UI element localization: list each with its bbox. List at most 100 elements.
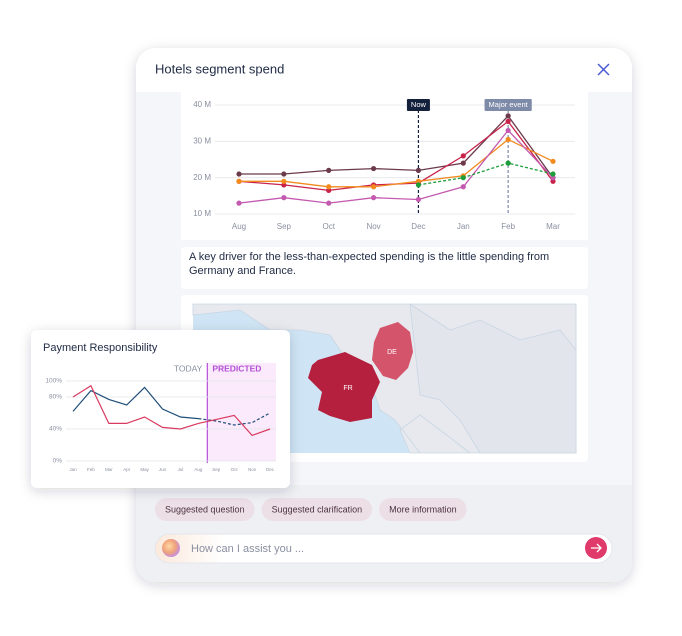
input-placeholder: How can I assist you ... xyxy=(191,543,304,555)
assistant-panel: Hotels segment spend A key driver for th… xyxy=(136,48,632,582)
data-point xyxy=(415,196,422,203)
series-line xyxy=(239,114,554,179)
today-label: TODAY xyxy=(174,363,203,373)
suggestion-chip[interactable]: More information xyxy=(379,498,467,521)
data-point xyxy=(236,178,242,184)
data-point xyxy=(281,195,287,201)
x-tick-label: Nov xyxy=(366,222,380,231)
x-tick-label: Jun xyxy=(159,467,167,472)
y-tick-label: 80% xyxy=(49,394,62,401)
predicted-region xyxy=(207,363,276,461)
y-tick-label: 0% xyxy=(53,458,63,465)
panel-title: Hotels segment spend xyxy=(155,61,284,76)
data-point xyxy=(505,136,511,143)
x-tick-label: Feb xyxy=(501,222,515,231)
x-tick-label: Jan xyxy=(457,222,470,231)
y-tick-label: 100% xyxy=(45,378,62,385)
data-point xyxy=(281,178,287,184)
suggestions: Suggested question Suggested clarificatio… xyxy=(155,498,467,521)
x-tick-label: Sep xyxy=(277,222,292,231)
data-point xyxy=(415,167,422,173)
x-tick-label: Aug xyxy=(194,467,203,472)
data-point xyxy=(460,184,466,190)
spend-chart: 10 M 20 M 30 M 40 M Aug Sep Oct Nov Dec Jan Feb Mar… xyxy=(193,99,575,231)
data-point xyxy=(460,160,466,166)
series-line xyxy=(72,384,271,437)
x-tick-label: Aug xyxy=(232,222,246,231)
chart-card xyxy=(181,92,588,240)
insight-wrap: A key driver for the less-than-expected … xyxy=(189,251,550,277)
map-label: FR xyxy=(343,385,352,392)
x-tick-label: Jul xyxy=(178,467,184,472)
chip-bg xyxy=(379,498,467,521)
x-tick-label: Mar xyxy=(105,467,113,472)
data-point xyxy=(505,113,511,119)
data-point xyxy=(326,184,332,190)
x-tick-label: May xyxy=(140,467,149,472)
predicted-label: PREDICTED xyxy=(212,363,261,373)
y-tick-label: 20 M xyxy=(193,173,211,182)
data-point xyxy=(370,165,377,172)
germany-shape xyxy=(372,322,413,380)
data-point xyxy=(370,195,377,201)
data-point xyxy=(236,171,242,177)
data-point xyxy=(415,182,422,188)
y-tick-label: 40% xyxy=(49,426,62,433)
card-title: Payment Responsibility xyxy=(43,342,158,354)
y-tick-label: 40 M xyxy=(193,100,211,109)
y-tick-label: 30 M xyxy=(193,136,211,145)
series-line xyxy=(239,138,554,188)
data-point xyxy=(370,184,377,190)
panel-header xyxy=(136,48,632,92)
annotation-label: Major event xyxy=(489,100,529,109)
data-point xyxy=(550,158,556,164)
annotation-box xyxy=(406,99,430,111)
data-point xyxy=(326,200,332,206)
data-point xyxy=(550,178,556,184)
suggestion-chip[interactable]: Suggested clarification xyxy=(261,498,373,521)
data-point xyxy=(460,153,466,159)
data-point xyxy=(505,127,511,134)
data-point xyxy=(326,187,332,193)
chip-label: Suggested clarification xyxy=(272,504,363,514)
data-point xyxy=(281,171,287,177)
send-button[interactable] xyxy=(585,537,607,559)
annotation-box xyxy=(484,99,532,111)
data-point xyxy=(460,175,466,181)
data-point xyxy=(326,167,332,173)
payment-chart: TODAY PREDICTED 0% 40% 80% 100% Jan Feb Mar Apr Ma… xyxy=(45,363,276,472)
insight-text: A key driver for the less-than-expected … xyxy=(189,251,550,277)
insight-card xyxy=(181,247,588,289)
x-tick-label: Oct xyxy=(322,222,335,231)
x-tick-label: Dec xyxy=(266,467,275,472)
suggestion-chip[interactable]: Suggested question xyxy=(155,498,255,521)
y-tick-label: 10 M xyxy=(193,209,211,218)
chip-label: More information xyxy=(389,504,457,514)
data-point xyxy=(505,160,511,166)
x-tick-label: Sep xyxy=(212,467,221,472)
x-tick-label: Mar xyxy=(546,222,560,231)
close-button[interactable] xyxy=(597,63,610,76)
chip-bg xyxy=(155,498,255,521)
map-label: DE xyxy=(387,349,397,356)
data-point xyxy=(236,200,242,206)
data-point xyxy=(550,171,556,177)
assistant-orb xyxy=(162,539,180,557)
chat-input[interactable] xyxy=(154,533,613,564)
data-point xyxy=(415,178,422,184)
series-line xyxy=(418,162,554,186)
data-point xyxy=(281,182,287,188)
x-tick-label: Jan xyxy=(69,467,77,472)
x-tick-label: Dec xyxy=(411,222,425,231)
annotation-label: Now xyxy=(411,100,427,109)
data-point xyxy=(505,118,511,124)
x-tick-label: Apr xyxy=(123,467,131,472)
x-tick-label: Nov xyxy=(248,467,257,472)
x-tick-label: Oct xyxy=(231,467,239,472)
chip-bg xyxy=(261,498,373,521)
data-point xyxy=(550,175,556,181)
chip-label: Suggested question xyxy=(165,504,245,514)
series-line xyxy=(238,129,554,204)
